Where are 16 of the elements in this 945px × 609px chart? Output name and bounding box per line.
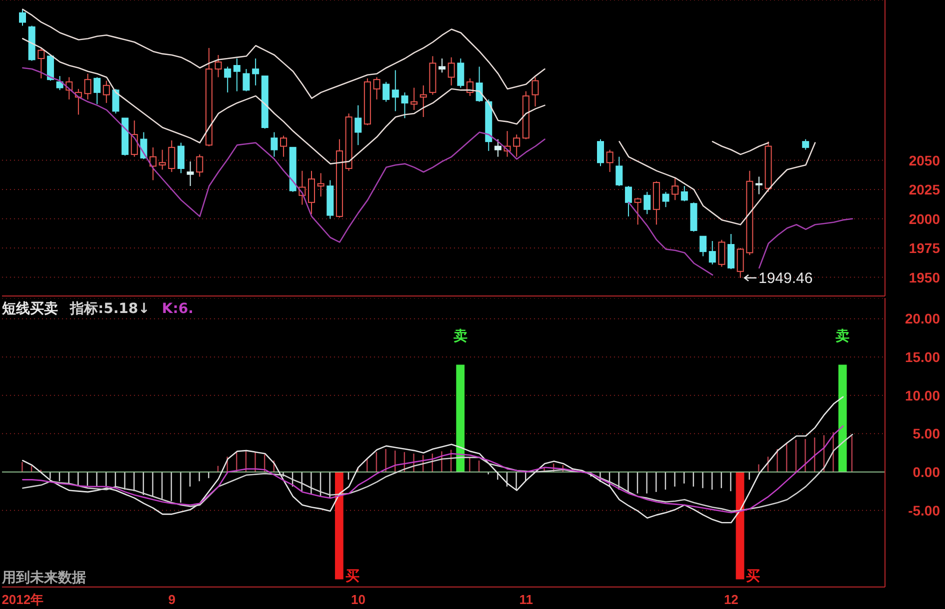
y-tick-label: -5.00 bbox=[908, 502, 940, 518]
data-label: 卖 bbox=[836, 328, 850, 345]
y-tick-label: 10.00 bbox=[904, 387, 940, 404]
chart-title: 短线买卖 bbox=[2, 300, 58, 318]
x-tick-label: 2012年 bbox=[2, 592, 44, 607]
y-tick-label: 1975 bbox=[908, 240, 940, 256]
y-tick-label: 2050 bbox=[908, 152, 940, 168]
y-tick-label: 2025 bbox=[908, 182, 940, 198]
y-tick-label: 0.00 bbox=[912, 464, 940, 480]
y-tick-label: 1950 bbox=[908, 269, 940, 286]
y-tick-label: 20.00 bbox=[904, 310, 940, 327]
y-tick-label: 2000 bbox=[908, 210, 940, 227]
y-tick-label: 5.00 bbox=[912, 426, 940, 442]
text: 指标:5.18↓ bbox=[70, 300, 150, 318]
y-tick-label: 15.00 bbox=[904, 349, 940, 366]
annotation: 用到未来数据 bbox=[2, 570, 86, 586]
